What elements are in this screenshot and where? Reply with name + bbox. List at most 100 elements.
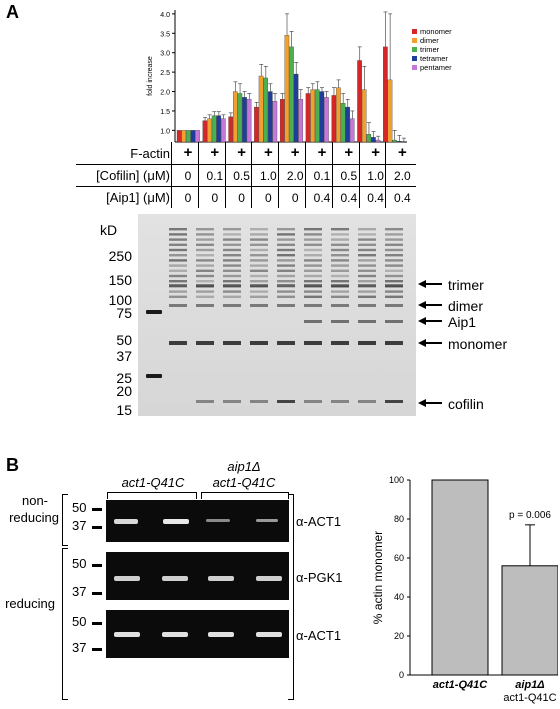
marker-tick	[92, 526, 102, 529]
column-divider	[305, 142, 306, 208]
legend-label-dimer: dimer	[420, 36, 439, 45]
y-tick-label: 1.5	[160, 109, 170, 116]
bar-trimer	[341, 103, 345, 142]
gel-oligomer-band	[223, 233, 241, 235]
gel-oligomer-band	[250, 259, 268, 261]
gel-oligomer-band	[358, 264, 376, 266]
bar-pentamer	[273, 101, 277, 142]
column-divider	[278, 142, 279, 208]
gel-oligomer-band	[277, 275, 295, 277]
legend-swatch-pentamer	[412, 65, 417, 70]
bar-trimer	[186, 130, 190, 142]
gel-oligomer-band	[331, 275, 349, 277]
gel-monomer-band	[304, 341, 322, 345]
bar-dimer	[362, 90, 366, 142]
gel-oligomer-band	[277, 233, 295, 235]
y-tick-label: 80	[394, 514, 404, 524]
kd-marker: 50	[98, 332, 132, 348]
blot-band	[256, 576, 282, 581]
blot-band	[114, 519, 138, 524]
gel-oligomer-band	[196, 296, 214, 298]
legend-swatch-monomer	[412, 29, 417, 34]
gel-dimer-band	[250, 304, 268, 307]
gel-oligomer-band	[304, 290, 322, 292]
bar-pentamer	[195, 130, 199, 142]
gel-dimer-band	[358, 304, 376, 307]
gel-oligomer-band	[169, 275, 187, 277]
gel-oligomer-band	[331, 238, 349, 240]
gel-cofilin-band	[358, 400, 376, 403]
y-tick-label: 1.0	[160, 128, 170, 135]
column-divider	[171, 142, 172, 208]
gel-oligomer-band	[385, 233, 403, 235]
column-divider	[332, 142, 333, 208]
band-label-dimer: dimer	[448, 298, 483, 314]
blot-band	[114, 576, 140, 581]
gel-oligomer-band	[385, 249, 403, 251]
gel-oligomer-band	[331, 296, 349, 298]
marker-tick	[92, 508, 102, 511]
gel-oligomer-band	[250, 280, 268, 282]
gel-trimer-band	[358, 284, 376, 287]
gel-monomer-band	[196, 341, 214, 345]
gel-oligomer-band	[277, 290, 295, 292]
gel-oligomer-band	[196, 249, 214, 251]
table-divider	[76, 186, 416, 187]
column-divider	[225, 142, 226, 208]
legend-swatch-trimer	[412, 47, 417, 52]
gel-oligomer-band	[223, 280, 241, 282]
gel-oligomer-band	[223, 270, 241, 272]
blot-band	[256, 519, 278, 522]
gel-cofilin-band	[277, 400, 295, 403]
bar-pentamer	[350, 119, 354, 142]
blot3-antibody: α-ACT1	[296, 628, 341, 643]
gel-oligomer-band	[358, 275, 376, 277]
panel-a-letter: A	[6, 2, 19, 23]
gel-oligomer-band	[358, 254, 376, 256]
gel-oligomer-band	[304, 264, 322, 266]
gel-trimer-band	[331, 284, 349, 287]
gel-monomer-band	[277, 341, 295, 345]
gel-oligomer-band	[331, 249, 349, 251]
gel-oligomer-band	[331, 244, 349, 246]
gel-oligomer-band	[385, 254, 403, 256]
gel-oligomer-band	[223, 228, 241, 230]
gel-oligomer-band	[358, 238, 376, 240]
bar-dimer	[285, 35, 289, 142]
band-label-aip1: Aip1	[448, 314, 476, 330]
marker-tick	[92, 648, 102, 651]
column-divider	[251, 142, 252, 208]
bar-dimer	[336, 88, 340, 142]
gel-oligomer-band	[277, 254, 295, 256]
gel-oligomer-band	[250, 233, 268, 235]
blot-band	[208, 576, 234, 581]
blot-band	[256, 632, 282, 637]
column-divider	[359, 142, 360, 208]
gel-dimer-band	[223, 304, 241, 307]
gel-oligomer-band	[331, 280, 349, 282]
gel-oligomer-band	[304, 249, 322, 251]
marker-tick	[92, 592, 102, 595]
gel-trimer-band	[385, 284, 403, 287]
column-divider	[385, 142, 386, 208]
gel-oligomer-band	[277, 259, 295, 261]
gel-trimer-band	[169, 284, 187, 287]
legend-label-tetramer: tetramer	[420, 54, 448, 63]
gel-oligomer-band	[331, 264, 349, 266]
gel-marker-band	[146, 374, 162, 378]
gel-monomer-band	[169, 341, 187, 345]
nonreducing-label-line2: reducing	[4, 510, 64, 525]
bar-monomer	[280, 99, 284, 142]
gel-oligomer-band	[250, 290, 268, 292]
gel-oligomer-band	[277, 228, 295, 230]
actin-monomer-chart: 0 20 40 60 80 100 % actin monomer p = 0.006 act1…	[370, 470, 558, 708]
nonreducing-bracket	[62, 494, 68, 546]
gel-oligomer-band	[385, 244, 403, 246]
gel-oligomer-band	[304, 228, 322, 230]
gel-oligomer-band	[223, 259, 241, 261]
gel-dimer-band	[196, 304, 214, 307]
band-label-monomer: monomer	[448, 336, 507, 352]
bar-tetramer	[242, 97, 246, 142]
gel-oligomer-band	[196, 280, 214, 282]
gel-oligomer-band	[196, 290, 214, 292]
